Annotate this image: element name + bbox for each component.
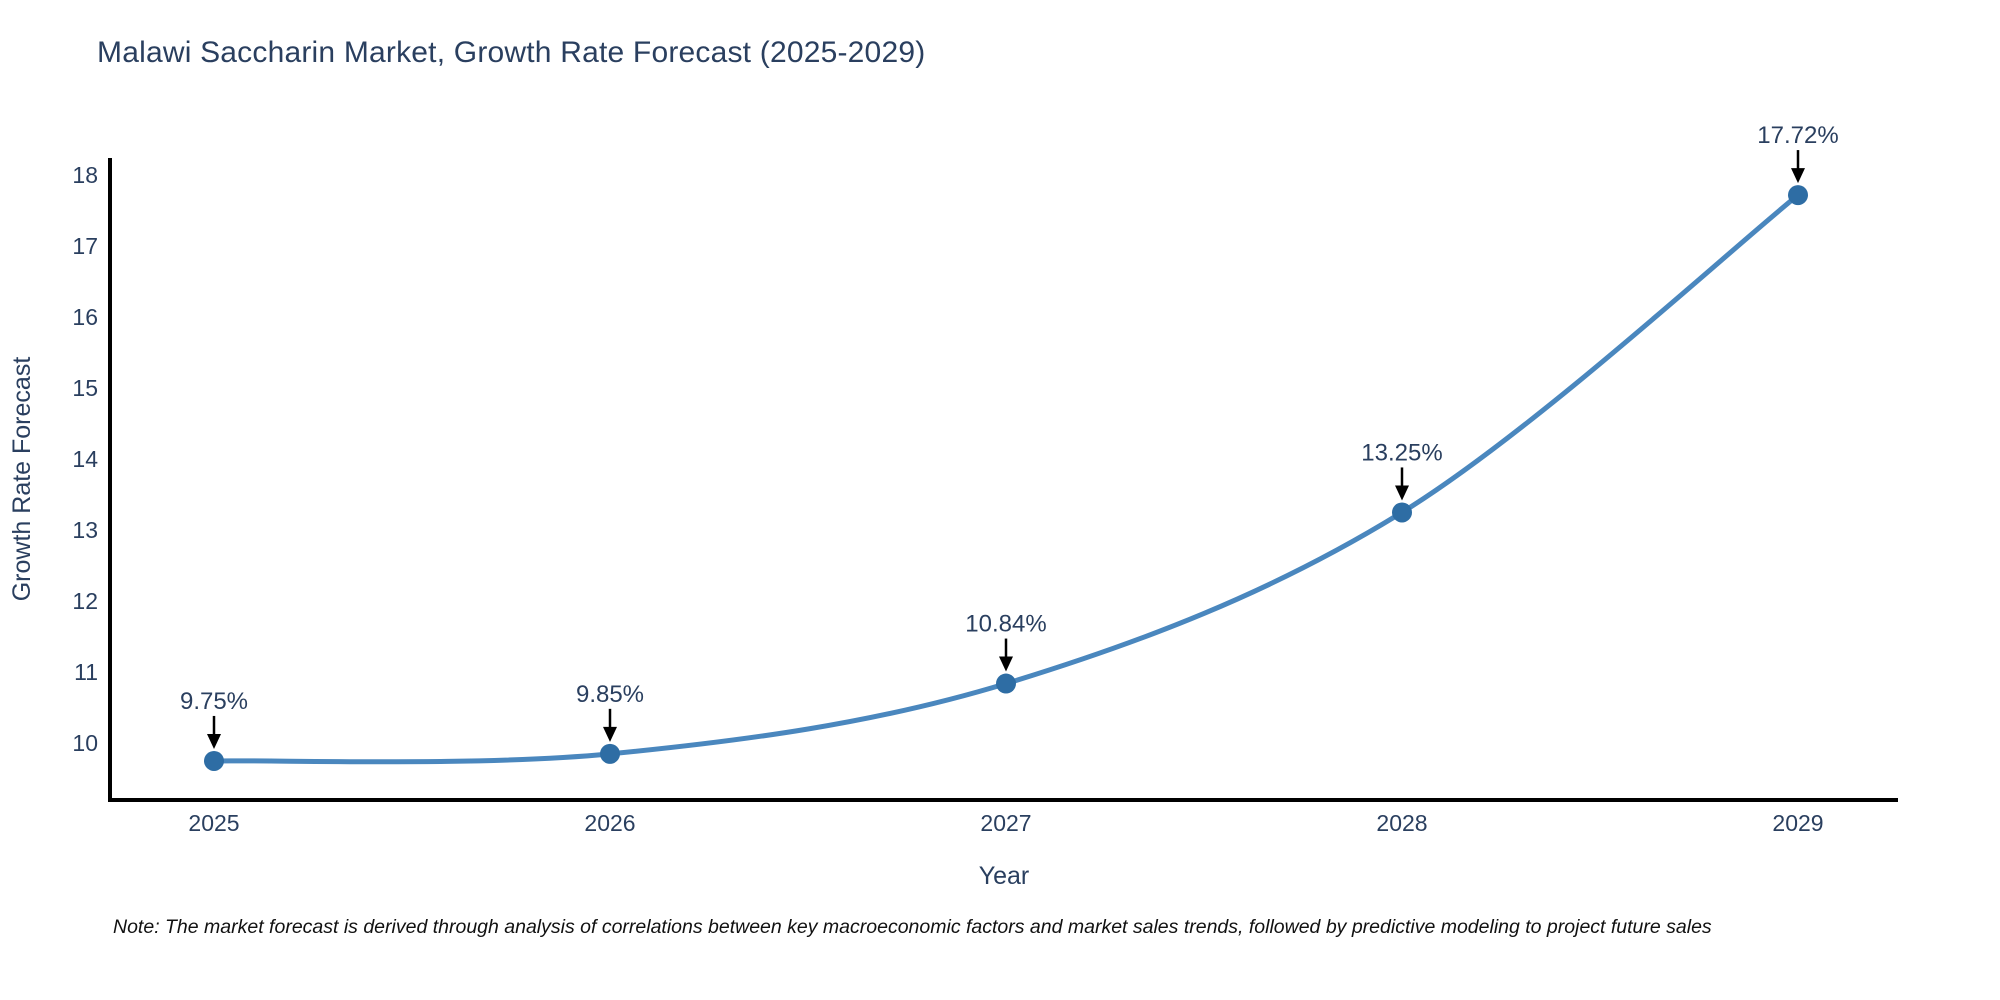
x-tick-label: 2025 xyxy=(188,810,239,836)
y-tick-label: 15 xyxy=(72,375,98,401)
data-point-marker xyxy=(600,743,620,764)
x-tick-label: 2026 xyxy=(584,810,635,836)
data-point-marker xyxy=(996,673,1016,694)
x-tick-label: 2029 xyxy=(1772,810,1823,836)
annotation-arrowhead xyxy=(603,726,617,742)
y-tick-label: 13 xyxy=(72,517,98,543)
y-axis-title: Growth Rate Forecast xyxy=(8,357,36,602)
chart-title: Malawi Saccharin Market, Growth Rate For… xyxy=(97,36,926,69)
x-axis-title: Year xyxy=(979,862,1030,890)
footnote: Note: The market forecast is derived thr… xyxy=(113,916,1712,938)
annotation-label: 9.75% xyxy=(180,688,248,715)
y-tick-label: 11 xyxy=(74,659,98,685)
x-tick-label: 2027 xyxy=(980,810,1031,836)
series-line xyxy=(211,192,1801,765)
y-tick-label: 16 xyxy=(72,304,98,330)
data-point-marker xyxy=(204,750,224,771)
y-tick-label: 18 xyxy=(72,162,98,188)
annotation-arrowhead xyxy=(999,656,1013,672)
annotation-label: 9.85% xyxy=(576,681,644,708)
data-point-marker xyxy=(1788,185,1808,206)
annotation-label: 10.84% xyxy=(965,611,1046,638)
y-tick-label: 12 xyxy=(72,588,98,614)
y-tick-label: 10 xyxy=(72,730,98,756)
data-point-marker xyxy=(1392,502,1412,523)
y-tick-label: 14 xyxy=(72,446,98,472)
annotation-arrowhead xyxy=(1395,485,1409,501)
x-tick-label: 2028 xyxy=(1376,810,1427,836)
annotation-label: 17.72% xyxy=(1757,122,1838,149)
y-tick-label: 17 xyxy=(72,233,98,259)
annotation-label: 13.25% xyxy=(1361,439,1442,466)
annotation-arrowhead xyxy=(1791,168,1805,184)
annotation-arrowhead xyxy=(207,733,221,749)
